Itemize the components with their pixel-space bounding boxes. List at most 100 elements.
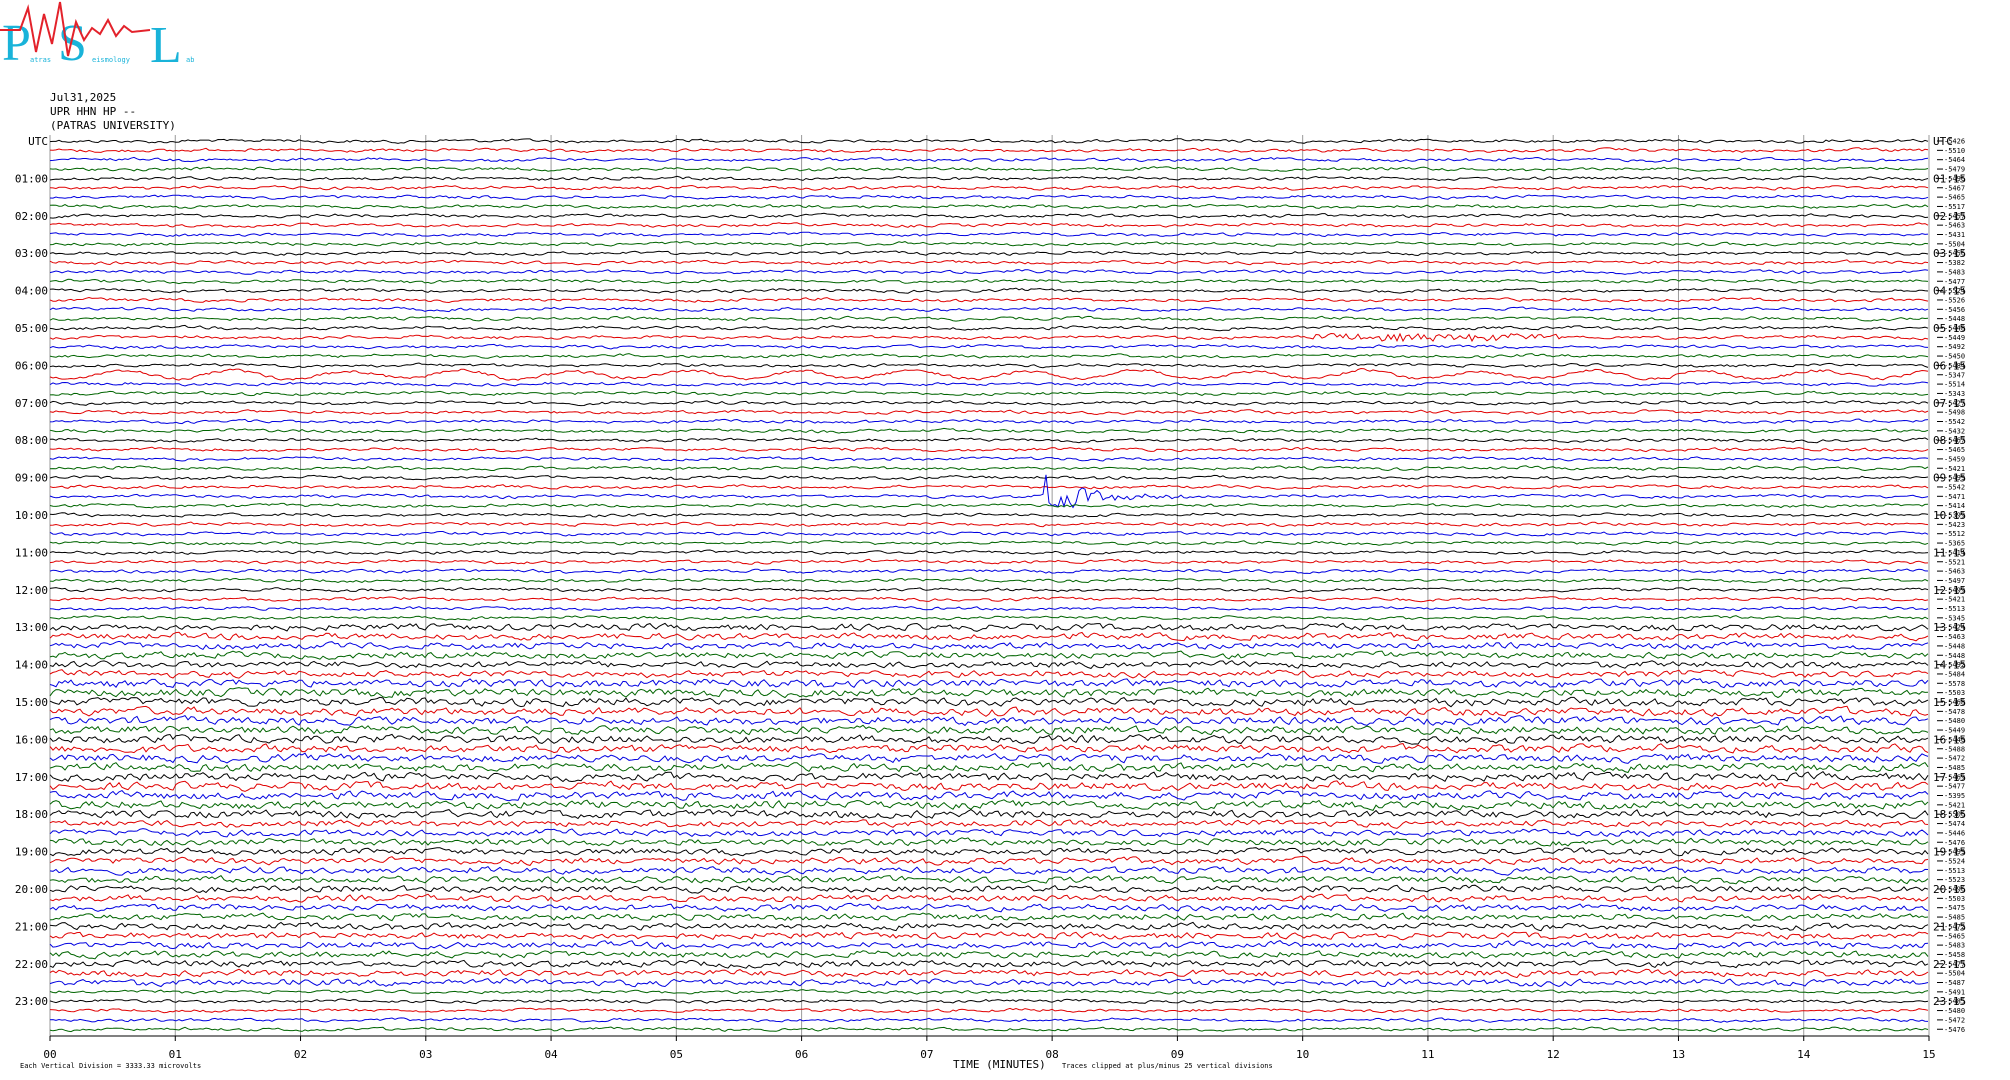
- trace: [49, 660, 1929, 669]
- trace: [49, 446, 1929, 453]
- trace-offset: -5421: [1944, 596, 1965, 604]
- hour-label: 05:00: [15, 322, 48, 335]
- trace-offset: -5463: [1944, 222, 1965, 230]
- hour-label-right: 02:15: [1933, 210, 1966, 223]
- trace-offset: -5465: [1944, 194, 1965, 202]
- logo-letter: P: [2, 15, 31, 72]
- trace-offset: -5469: [1944, 773, 1965, 781]
- trace: [49, 950, 1929, 960]
- trace-offset: -5414: [1944, 549, 1965, 557]
- trace: [49, 989, 1929, 995]
- trace-offset: -5432: [1944, 427, 1965, 435]
- trace-offset: -5476: [1944, 839, 1965, 847]
- trace: [49, 940, 1929, 950]
- hour-label: 04:00: [15, 285, 48, 298]
- x-tick-label: 06: [795, 1048, 808, 1061]
- x-tick-label: 11: [1421, 1048, 1434, 1061]
- trace: [49, 427, 1929, 434]
- trace: [49, 752, 1929, 764]
- trace-offset: -5426: [1944, 138, 1965, 146]
- date: Jul31,2025: [50, 91, 116, 104]
- hour-label: 08:00: [15, 434, 48, 447]
- trace: [49, 194, 1929, 200]
- trace-offset: -5382: [1944, 259, 1965, 267]
- trace: [49, 381, 1929, 387]
- logo: P S L atras eismology ab: [0, 1, 194, 74]
- trace-offset: -5446: [1944, 829, 1965, 837]
- trace-offset: -5526: [1944, 296, 1965, 304]
- trace-offset: -5424: [1944, 624, 1965, 632]
- trace: [49, 650, 1929, 660]
- trace-offset: -5499: [1944, 586, 1965, 594]
- trace-offset: -5423: [1944, 521, 1965, 529]
- trace-offset: -5448: [1944, 652, 1965, 660]
- trace: [49, 278, 1929, 285]
- hour-label: 15:00: [15, 696, 48, 709]
- trace-offset: -5492: [1944, 661, 1965, 669]
- trace-offset: -5448: [1944, 642, 1965, 650]
- trace-offset: -5513: [1944, 605, 1965, 613]
- trace-offset: -5499: [1944, 474, 1965, 482]
- trace-offset: -5474: [1944, 820, 1965, 828]
- trace: [49, 577, 1929, 584]
- trace-offset: -5471: [1944, 493, 1965, 501]
- trace: [49, 631, 1929, 642]
- hour-label: 11:00: [15, 546, 48, 559]
- trace-offset: -5483: [1944, 942, 1965, 950]
- trace: [49, 296, 1929, 304]
- trace: [49, 687, 1929, 699]
- hour-label-right: 18:15: [1933, 808, 1966, 821]
- hour-label: UTC: [28, 135, 48, 148]
- x-tick-label: 05: [670, 1048, 683, 1061]
- hour-label-right: 05:15: [1933, 322, 1966, 335]
- trace-offset: -5497: [1944, 577, 1965, 585]
- trace-offset: -5464: [1944, 156, 1965, 164]
- hour-label-right: 15:15: [1933, 696, 1966, 709]
- trace-offset: -5506: [1944, 811, 1965, 819]
- trace-offset: -5449: [1944, 727, 1965, 735]
- trace: [49, 789, 1929, 802]
- trace-offset: -5479: [1944, 166, 1965, 174]
- hour-label-right: 14:15: [1933, 659, 1966, 672]
- trace-offset: -5542: [1944, 483, 1965, 491]
- trace: [49, 733, 1929, 745]
- trace: [49, 156, 1929, 163]
- trace-offset: -5496: [1944, 175, 1965, 183]
- trace-offset: -5476: [1944, 1026, 1965, 1034]
- trace-offset: -5523: [1944, 876, 1965, 884]
- trace-offset: -5510: [1944, 147, 1965, 155]
- trace: [49, 669, 1929, 679]
- x-tick-label: 03: [419, 1048, 432, 1061]
- trace-offset: -5421: [1944, 465, 1965, 473]
- logo-letter: L: [150, 17, 182, 74]
- trace-offset: -5477: [1944, 783, 1965, 791]
- x-tick-label: 00: [43, 1048, 56, 1061]
- trace: [49, 640, 1929, 651]
- trace: [49, 615, 1929, 621]
- trace: [49, 231, 1929, 238]
- trace: [49, 696, 1929, 708]
- traces: [49, 138, 1929, 1033]
- trace-offset: -5459: [1944, 455, 1965, 463]
- hour-label-right: 21:15: [1933, 920, 1966, 933]
- trace-offset: -5456: [1944, 250, 1965, 258]
- hour-label-right: 03:15: [1933, 247, 1966, 260]
- hour-label-right: 10:15: [1933, 509, 1966, 522]
- hour-label: 06:00: [15, 359, 48, 372]
- trace: [49, 921, 1929, 932]
- trace-offset: -5517: [1944, 203, 1965, 211]
- trace: [49, 549, 1929, 556]
- trace-offset: -5499: [1944, 848, 1965, 856]
- trace: [49, 855, 1929, 866]
- logo-word: ab: [186, 56, 194, 64]
- hour-label: 10:00: [15, 509, 48, 522]
- trace: [49, 724, 1929, 736]
- trace-offset: -5513: [1944, 867, 1965, 875]
- trace: [49, 343, 1929, 350]
- hour-label-right: 04:15: [1933, 285, 1966, 298]
- trace: [49, 409, 1929, 416]
- hour-label: 03:00: [15, 247, 48, 260]
- trace-offset: -5485: [1944, 914, 1965, 922]
- trace: [49, 175, 1929, 182]
